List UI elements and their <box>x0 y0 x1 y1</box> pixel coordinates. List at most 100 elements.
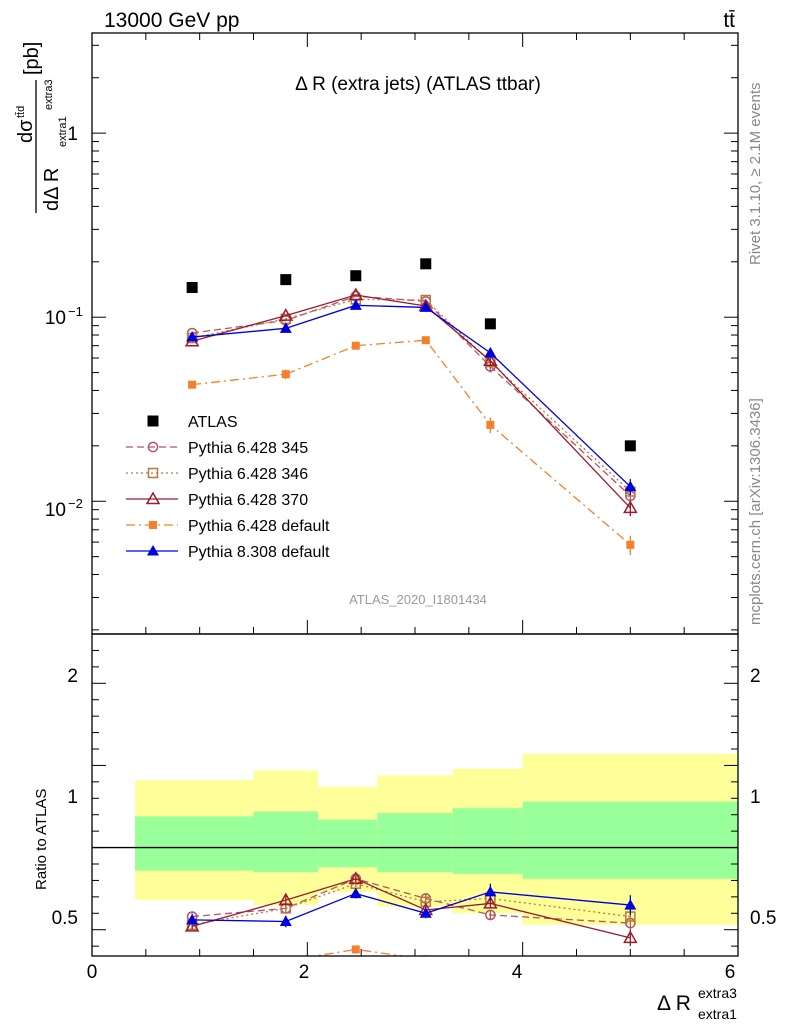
legend-marker <box>147 545 159 556</box>
main-point <box>186 281 198 293</box>
ratio-point <box>349 887 362 899</box>
legend-marker <box>147 441 159 453</box>
process-label: tt̄ <box>723 9 735 32</box>
main-point <box>624 480 637 492</box>
main-ytick-labels: 1 10 −1 10 −2 <box>45 124 83 521</box>
ratio-point <box>483 895 498 909</box>
main-point <box>419 301 432 312</box>
legend-label: ATLAS <box>188 414 238 431</box>
ratio-point <box>348 871 364 885</box>
ratio-tick-1-left: 1 <box>67 787 78 808</box>
ratio-frame <box>91 633 739 957</box>
main-line <box>192 304 631 488</box>
ratio-point <box>186 913 199 925</box>
xtick-label-4: 4 <box>512 962 523 983</box>
ratio-point <box>623 930 638 944</box>
ytick-label-exp-1: −1 <box>68 304 83 319</box>
main-point <box>484 346 497 358</box>
green-band <box>318 819 378 868</box>
ratio-uncertainty-bands <box>135 753 738 925</box>
ratio-point <box>486 962 494 970</box>
main-point <box>188 380 197 389</box>
xlabel-main: Δ R <box>657 992 691 1015</box>
main-point <box>484 318 496 330</box>
main-line <box>192 295 631 497</box>
ratio-tick-2-right: 2 <box>750 666 761 687</box>
main-line <box>192 339 631 546</box>
main-point <box>420 258 432 270</box>
ratio-ytick-labels: 2 1 0.5 2 1 0.5 <box>52 666 777 929</box>
ratio-ylabel: Ratio to ATLAS <box>33 789 50 890</box>
xtick-label-0: 0 <box>87 962 98 983</box>
main-point <box>624 440 636 452</box>
ytick-label-exp-2: −2 <box>68 496 83 511</box>
legend-marker <box>145 491 161 505</box>
main-point <box>486 420 495 429</box>
ratio-point <box>188 959 196 967</box>
ratio-point <box>184 918 200 932</box>
ratio-point <box>419 907 432 918</box>
legend-marker <box>149 521 157 529</box>
ratio-line <box>192 883 631 926</box>
main-series-atlas <box>186 258 636 452</box>
main-point <box>626 540 635 549</box>
legend-marker <box>147 467 159 479</box>
ratio-point <box>485 909 496 921</box>
ratio-tick-1-right: 1 <box>750 787 761 808</box>
xtick-label-6: 6 <box>725 962 736 983</box>
main-series-pythia-8-308-default <box>186 299 637 496</box>
ratio-point <box>484 885 497 897</box>
legend-marker <box>147 415 159 427</box>
ytick-label-10: 10 <box>45 308 66 329</box>
main-ylabel: dσ tt̄d dΔ R extra1 extra3 [pb] <box>15 42 69 213</box>
ratio-tick-05-left: 0.5 <box>52 908 78 929</box>
ratio-line <box>311 948 408 956</box>
legend-label: Pythia 6.428 default <box>188 518 330 535</box>
analysis-id: ATLAS_2020_I1801434 <box>349 592 487 607</box>
main-point <box>280 274 292 286</box>
legend-label: Pythia 6.428 346 <box>188 466 308 483</box>
legend-item-4: Pythia 6.428 default <box>126 518 330 535</box>
rivet-label: Rivet 3.1.10, ≥ 2.1M events <box>747 83 764 266</box>
ratio-point <box>351 945 360 954</box>
xlabel-sub: extra1 <box>698 1006 737 1022</box>
legend-item-5: Pythia 8.308 default <box>126 544 330 561</box>
ratio-tick-2-left: 2 <box>67 666 78 687</box>
ylabel-num: dσ <box>15 119 37 143</box>
ratio-point <box>278 892 294 906</box>
plot-title: Δ R (extra jets) (ATLAS ttbar) <box>295 74 541 95</box>
legend-label: Pythia 6.428 370 <box>188 492 308 509</box>
legend-item-0: ATLAS <box>147 414 238 431</box>
main-point <box>351 341 360 350</box>
main-series <box>184 258 638 556</box>
ratio-point <box>624 899 637 910</box>
main-line <box>191 294 631 509</box>
ytick-label-1: 1 <box>67 124 78 145</box>
ylabel-den-sup: extra3 <box>43 79 55 110</box>
main-point <box>281 370 290 379</box>
ratio-series-pythia-8-308-default <box>186 883 637 928</box>
legend-item-3: Pythia 6.428 370 <box>126 491 308 509</box>
green-band <box>452 808 523 874</box>
mcplots-label: mcplots.cern.ch [arXiv:1306.3436] <box>747 398 764 625</box>
main-point <box>350 270 362 282</box>
ratio-line <box>192 878 631 924</box>
ratio-line <box>191 878 631 939</box>
main-point <box>278 308 294 321</box>
main-point <box>623 500 638 514</box>
ratio-point <box>420 896 432 908</box>
ratio-series-pythia-6-428-default <box>188 945 494 970</box>
green-band <box>253 811 319 873</box>
main-line <box>191 298 631 492</box>
ratio-tick-05-right: 0.5 <box>750 908 776 929</box>
legend-item-2: Pythia 6.428 346 <box>126 466 308 483</box>
ratio-line <box>192 891 631 923</box>
ylabel-unit: [pb] <box>21 42 43 75</box>
main-point <box>421 336 430 345</box>
energy-label: 13000 GeV pp <box>104 9 239 32</box>
legend-item-1: Pythia 6.428 345 <box>126 440 308 457</box>
legend-label: Pythia 8.308 default <box>188 544 330 561</box>
ylabel-num-sup: tt̄d <box>15 106 27 118</box>
main-series-pythia-6-428-default <box>188 336 635 556</box>
